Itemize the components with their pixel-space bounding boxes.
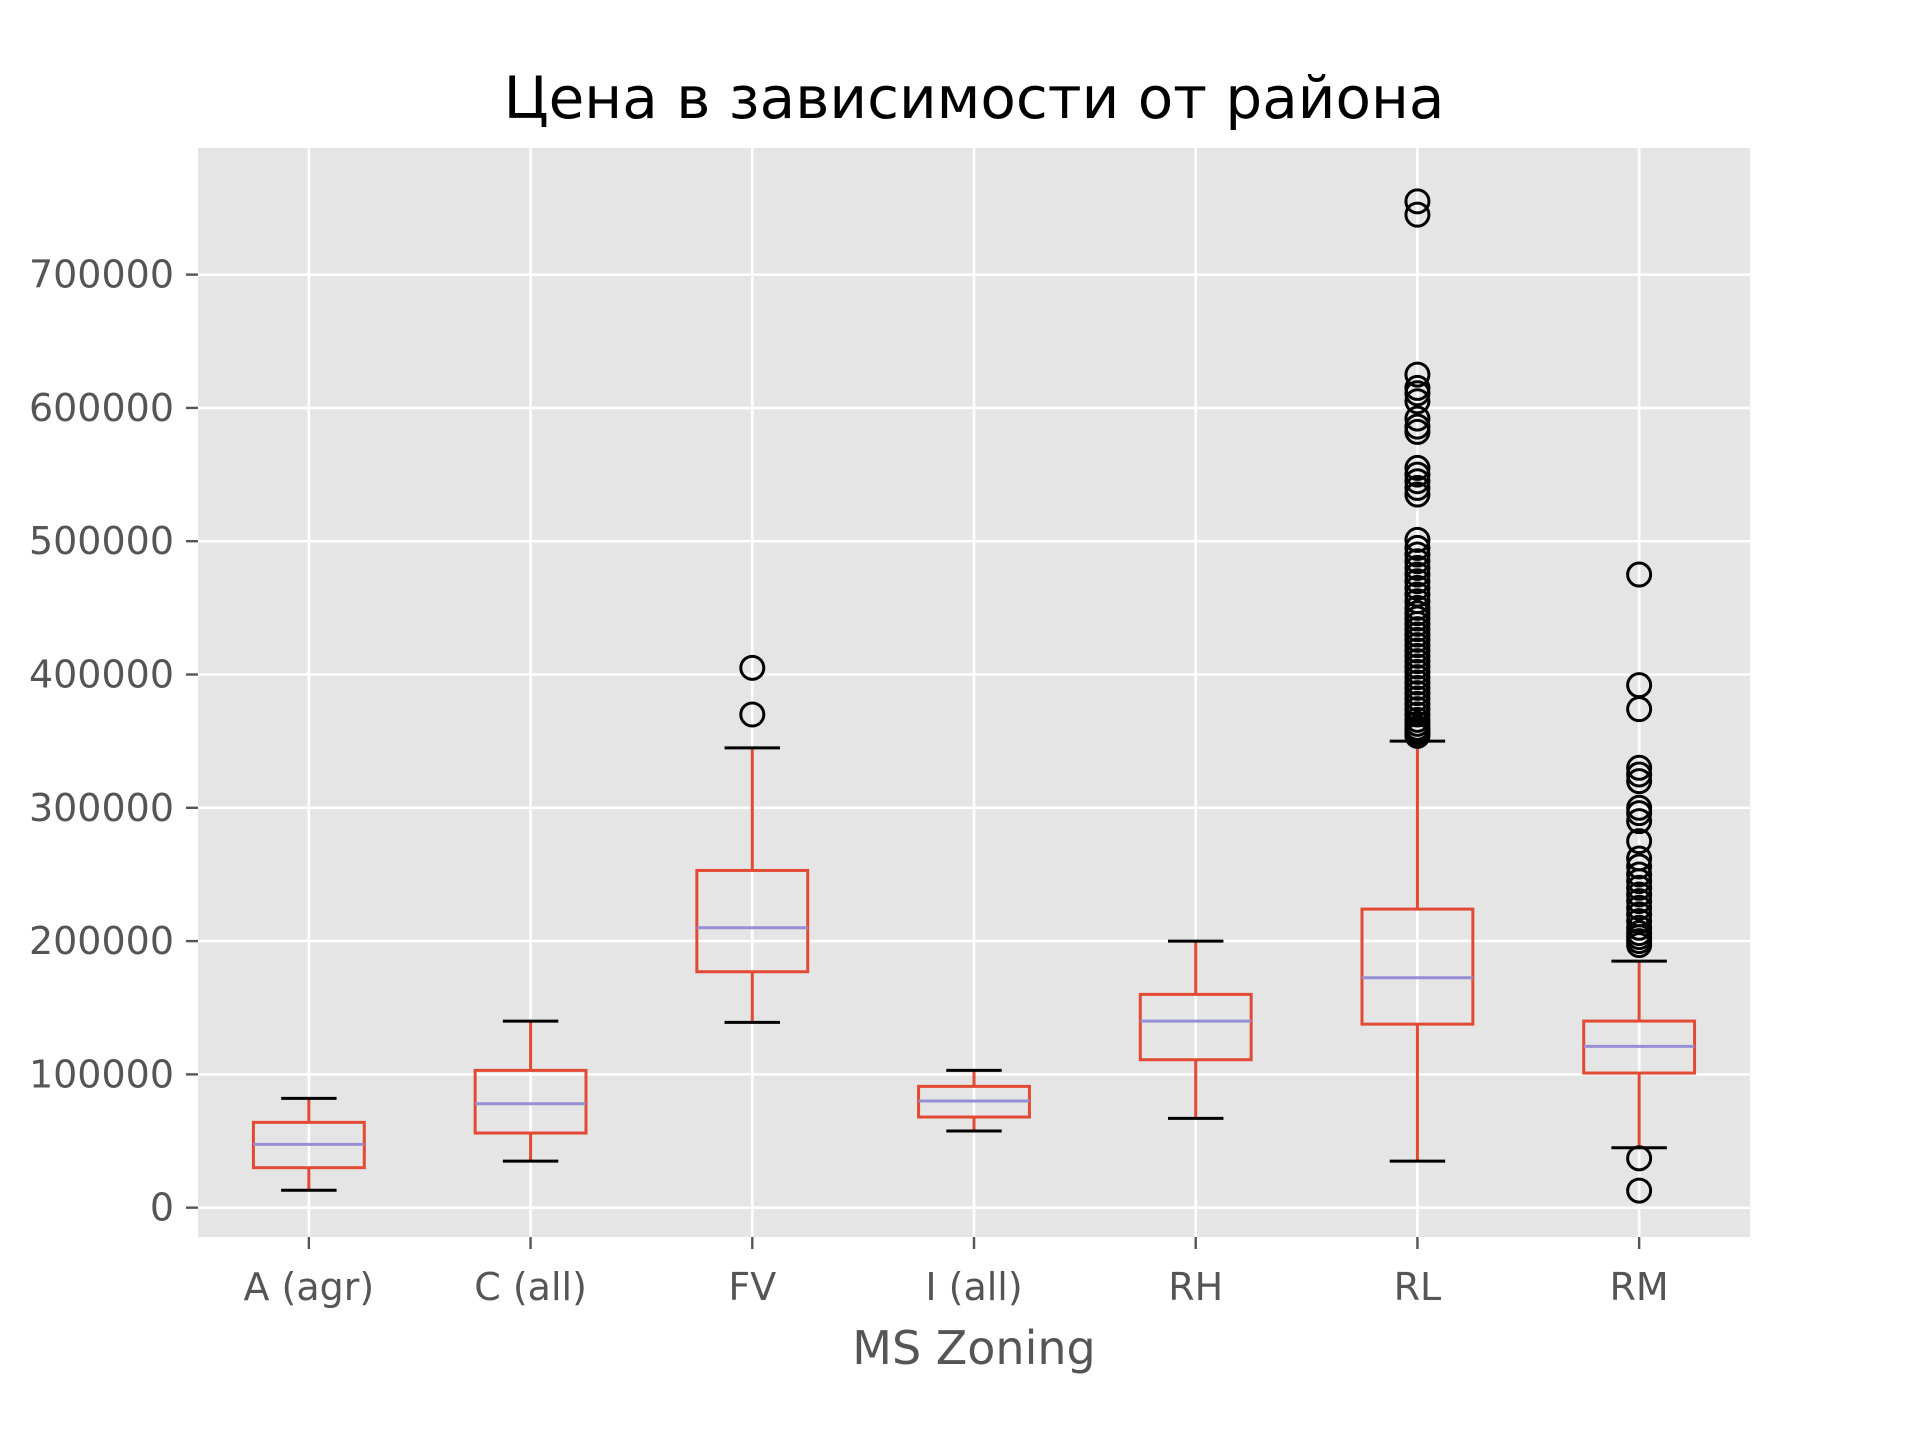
grid-lines [198, 148, 1750, 1237]
x-axis: A (agr) C (all) FV I (all) RH RL RM [243, 1237, 1669, 1309]
iqr-box [473, 1068, 588, 1135]
outlier-point [1404, 468, 1431, 495]
box-a-agr [251, 1096, 366, 1192]
outlier-point [739, 654, 766, 681]
outlier-point [1404, 548, 1431, 575]
iqr-box [1138, 992, 1253, 1062]
y-tick-label: 100000 [29, 1052, 174, 1096]
outlier-point [1404, 201, 1431, 228]
y-tick-label: 300000 [29, 786, 174, 830]
x-tick-label: A (agr) [243, 1265, 374, 1309]
outlier-point [1404, 388, 1431, 415]
y-tick-label: 700000 [29, 253, 174, 297]
y-tick-label: 0 [150, 1186, 174, 1230]
outlier-point [1626, 901, 1653, 928]
outlier-point [1626, 1145, 1653, 1172]
x-tick-label: FV [728, 1265, 776, 1309]
x-tick-label: RH [1168, 1265, 1223, 1309]
box-i-all [917, 1068, 1031, 1133]
outlier-point [1404, 374, 1431, 401]
outlier-point [1626, 828, 1653, 855]
outlier-point [1404, 361, 1431, 388]
outlier-point [1626, 761, 1653, 788]
outlier-point [1404, 588, 1431, 615]
outlier-point [1404, 413, 1431, 440]
box-c-all [473, 1019, 588, 1163]
y-tick-label: 600000 [29, 386, 174, 430]
outlier-point [1404, 461, 1431, 488]
outlier-point [1626, 672, 1653, 699]
outlier-point [1404, 561, 1431, 588]
outlier-point [1404, 581, 1431, 608]
boxes [251, 188, 1697, 1204]
y-tick-label: 400000 [29, 653, 174, 697]
outlier-point [739, 701, 766, 728]
x-tick-label: RM [1610, 1265, 1669, 1309]
outlier-point [1626, 1177, 1653, 1204]
x-tick-label: I (all) [925, 1265, 1022, 1309]
outlier-point [1404, 541, 1431, 568]
outlier-point [1626, 845, 1653, 872]
outlier-point [1626, 861, 1653, 888]
outlier-point [1626, 881, 1653, 908]
box-rl [1360, 188, 1475, 1163]
outlier-point [1626, 914, 1653, 941]
outlier-point [1626, 794, 1653, 821]
outlier-point [1404, 526, 1431, 553]
outlier-point [1626, 754, 1653, 781]
outlier-point [1626, 908, 1653, 935]
y-tick-label: 200000 [29, 919, 174, 963]
outlier-point [1626, 853, 1653, 880]
outlier-point [1404, 568, 1431, 595]
x-axis-label: MS Zoning [852, 1321, 1095, 1375]
outlier-point [1404, 554, 1431, 581]
outlier-point [1404, 534, 1431, 561]
outlier-point [1404, 454, 1431, 481]
outlier-point [1626, 561, 1653, 588]
outlier-point [1404, 574, 1431, 601]
iqr-box [1360, 907, 1475, 1026]
outlier-point [1626, 808, 1653, 835]
outlier-point [1404, 405, 1431, 432]
chart-title: Цена в зависимости от района [504, 64, 1445, 132]
outlier-point [1626, 768, 1653, 795]
outlier-point [1626, 888, 1653, 915]
x-tick-label: C (all) [474, 1265, 587, 1309]
outlier-point [1626, 874, 1653, 901]
outlier-point [1404, 594, 1431, 621]
box-rh [1138, 939, 1253, 1120]
outlier-point [1626, 894, 1653, 921]
box-fv [695, 654, 810, 1024]
box-rm [1582, 561, 1697, 1204]
y-axis: 0 100000 200000 300000 400000 500000 600000 700… [29, 253, 198, 1230]
y-tick-label: 500000 [29, 519, 174, 563]
x-tick-label: RL [1394, 1265, 1442, 1309]
iqr-box [695, 868, 810, 974]
outlier-point [1404, 481, 1431, 508]
outlier-point [1404, 474, 1431, 501]
outlier-point [1404, 188, 1431, 215]
